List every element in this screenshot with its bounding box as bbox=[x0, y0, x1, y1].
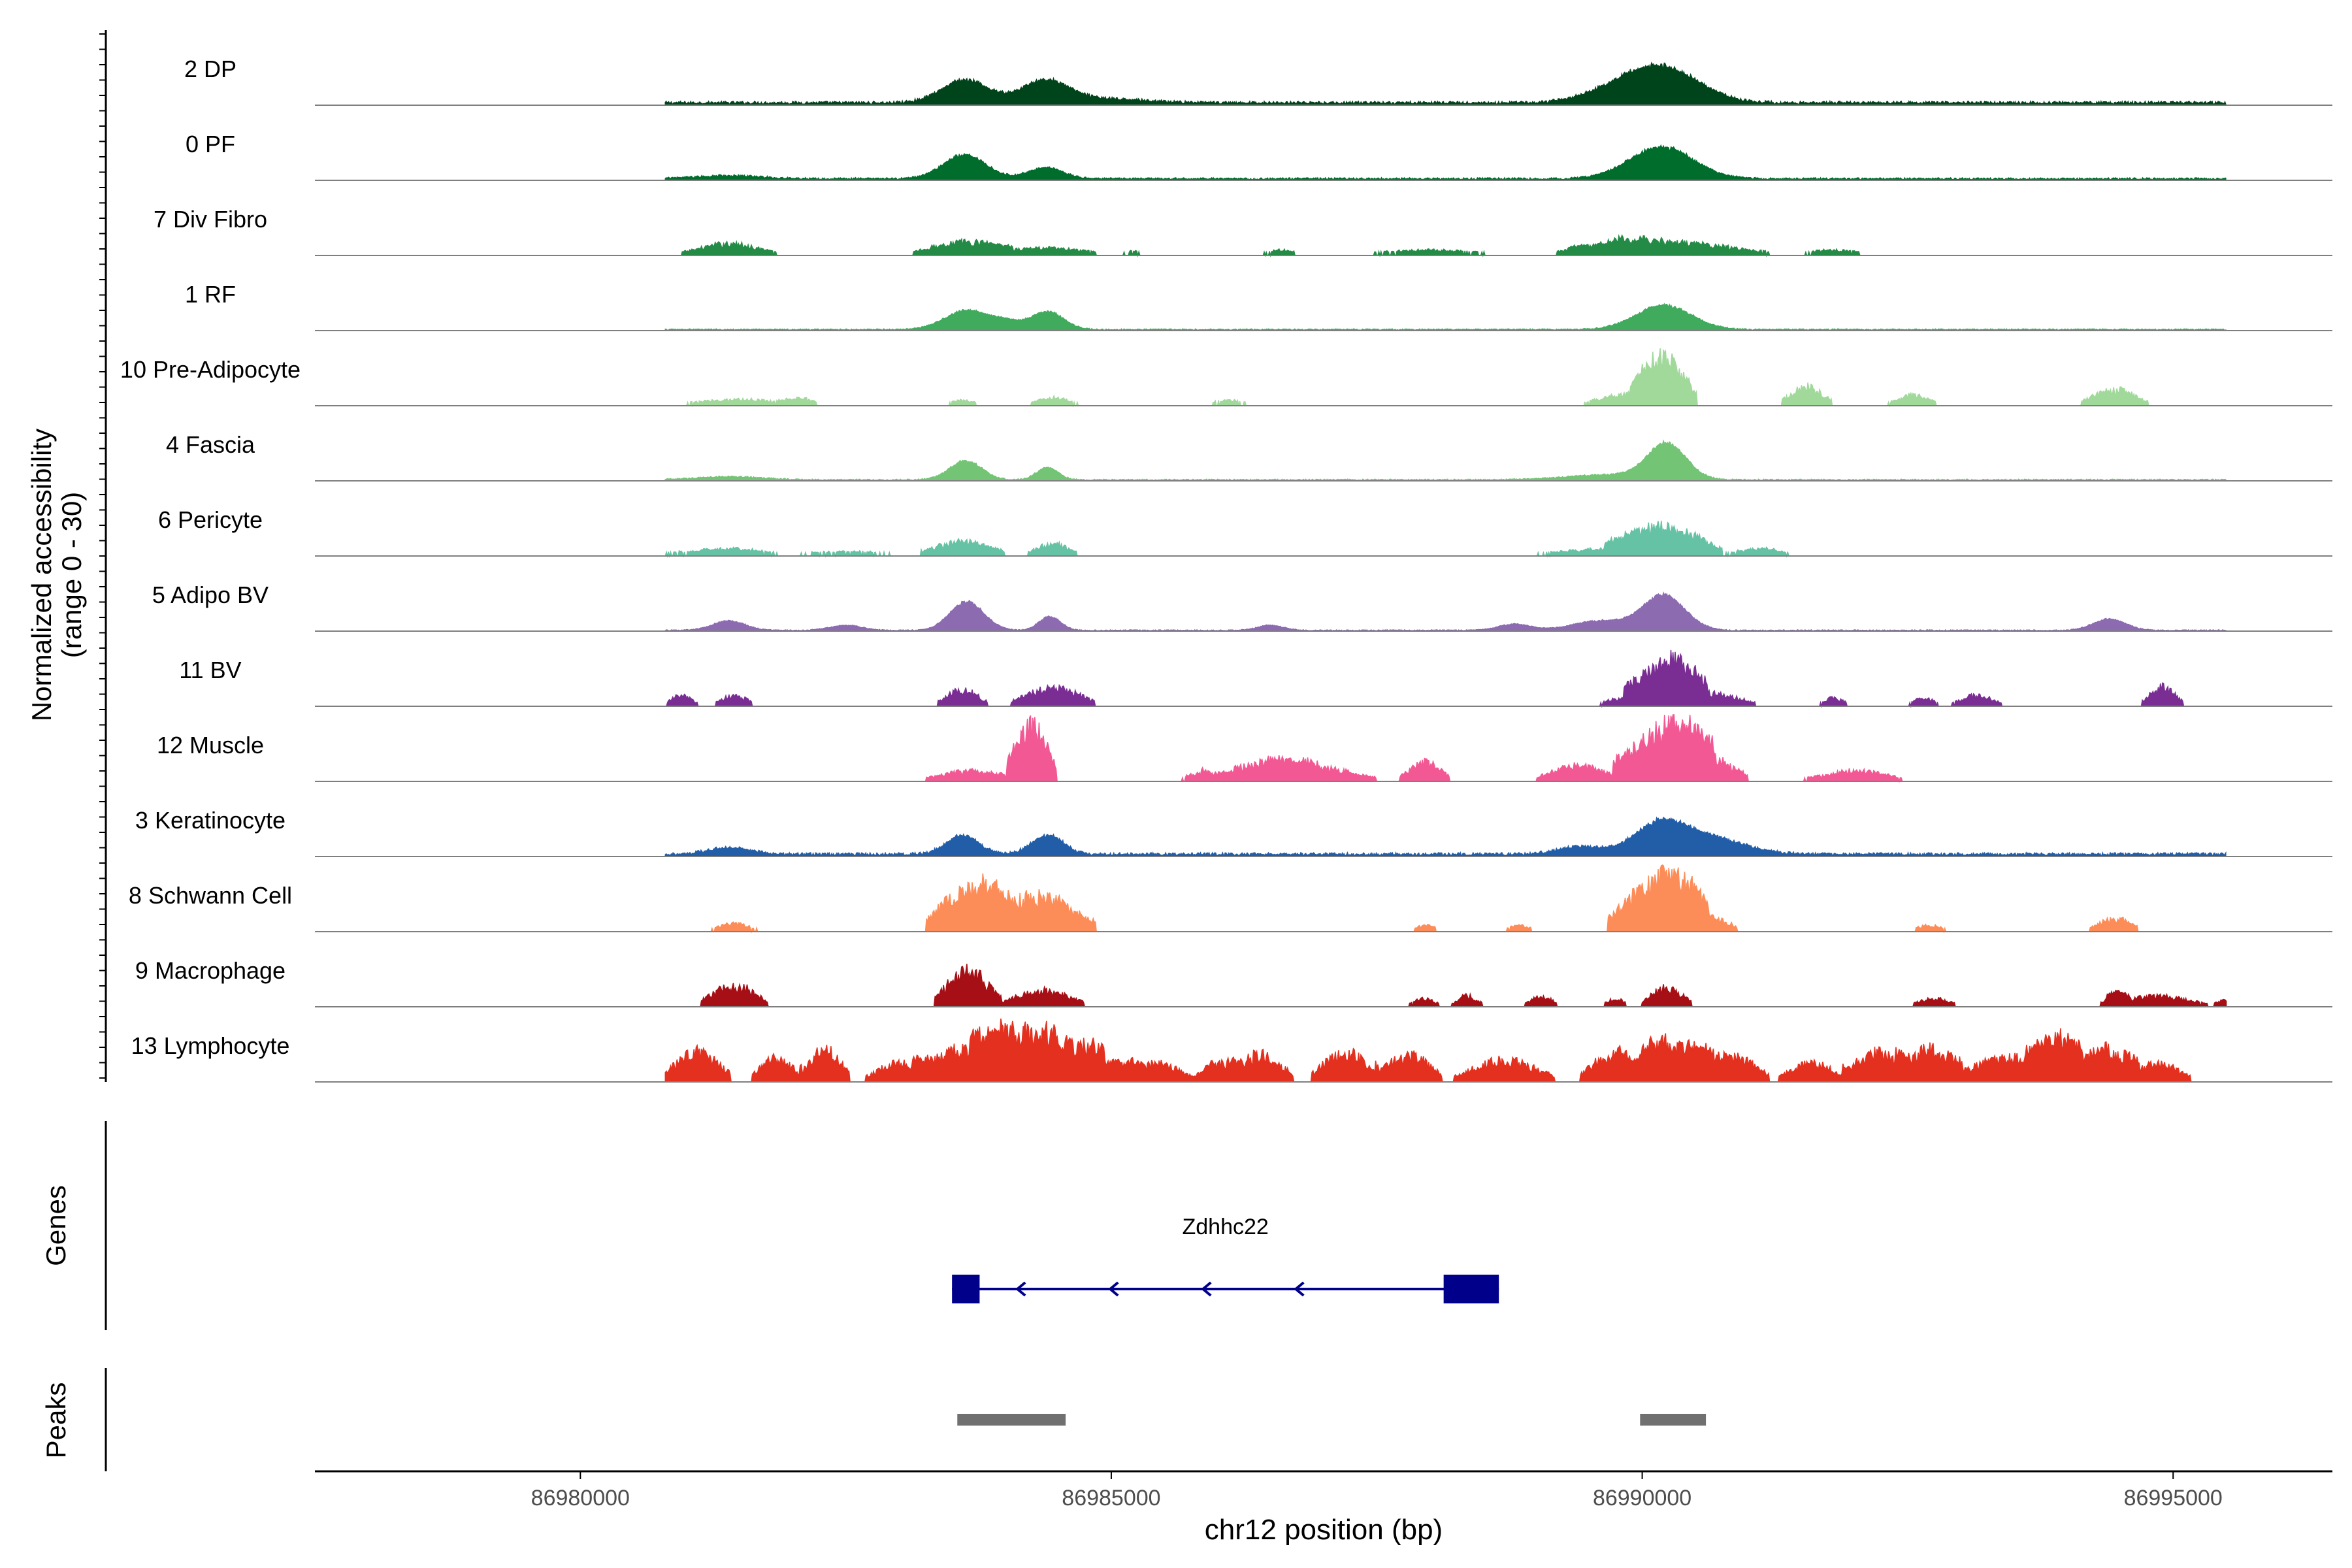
peaks-panel-label: Peaks bbox=[41, 1382, 71, 1459]
track-label: 0 PF bbox=[186, 131, 235, 157]
track-label: 10 Pre-Adipocyte bbox=[120, 356, 301, 383]
track-3: 1 RF bbox=[185, 281, 2332, 331]
gene-name: Zdhhc22 bbox=[1182, 1215, 1268, 1239]
y-axis-title-line1: Normalized accessibility bbox=[26, 429, 57, 721]
track-8: 11 BV bbox=[179, 649, 2332, 708]
track-7: 5 Adipo BV bbox=[152, 581, 2332, 632]
track-11: 8 Schwann Cell bbox=[129, 864, 2332, 934]
x-tick-label: 86995000 bbox=[2124, 1486, 2223, 1511]
track-label: 5 Adipo BV bbox=[152, 581, 269, 608]
coverage-area bbox=[664, 439, 2227, 482]
track-6: 6 Pericyte bbox=[158, 506, 2332, 558]
coverage-y-ticks bbox=[99, 33, 106, 1079]
strand-arrow bbox=[1201, 1281, 1212, 1297]
track-13: 13 Lymphocyte bbox=[131, 1018, 2332, 1083]
track-0: 2 DP bbox=[184, 56, 2332, 106]
track-label: 1 RF bbox=[185, 281, 236, 308]
track-2: 7 Div Fibro bbox=[154, 206, 2332, 257]
track-1: 0 PF bbox=[186, 131, 2332, 181]
strand-arrow bbox=[1015, 1281, 1026, 1297]
x-tick-label: 86980000 bbox=[531, 1486, 630, 1511]
peak-regions bbox=[957, 1414, 1707, 1426]
strand-arrow bbox=[1108, 1281, 1119, 1297]
peak-bar bbox=[957, 1414, 1066, 1426]
track-label: 13 Lymphocyte bbox=[131, 1032, 290, 1059]
gene-annotation: Zdhhc22 bbox=[952, 1215, 1499, 1303]
track-label: 7 Div Fibro bbox=[154, 206, 267, 233]
track-label: 11 BV bbox=[179, 657, 241, 683]
genes-panel-label: Genes bbox=[41, 1185, 71, 1266]
gene-exon bbox=[1443, 1275, 1499, 1303]
track-label: 8 Schwann Cell bbox=[129, 882, 292, 909]
peak-bar bbox=[1640, 1414, 1707, 1426]
x-tick-label: 86990000 bbox=[1593, 1486, 1691, 1511]
coverage-area bbox=[664, 302, 2227, 331]
coverage-area bbox=[664, 144, 2227, 181]
track-9: 12 Muscle bbox=[157, 714, 2332, 783]
track-label: 2 DP bbox=[184, 56, 237, 82]
strand-arrow bbox=[1294, 1281, 1305, 1297]
track-10: 3 Keratinocyte bbox=[135, 807, 2332, 857]
x-axis-ticks: 86980000 86985000 86990000 86995000 bbox=[531, 1471, 2223, 1511]
track-label: 9 Macrophage bbox=[135, 957, 286, 984]
x-axis-title: chr12 position (bp) bbox=[1205, 1514, 1443, 1546]
track-12: 9 Macrophage bbox=[135, 957, 2332, 1007]
track-label: 6 Pericyte bbox=[158, 506, 263, 533]
coverage-area bbox=[664, 816, 2227, 857]
track-label: 12 Muscle bbox=[157, 732, 264, 759]
track-label: 4 Fascia bbox=[166, 431, 255, 458]
coverage-tracks: 2 DP 0 PF 7 Div Fibro 1 RF 10 Pre-Adipocyte 4… bbox=[120, 56, 2332, 1083]
coverage-area bbox=[664, 61, 2227, 106]
track-4: 10 Pre-Adipocyte bbox=[120, 348, 2332, 408]
y-axis-title-line2: (range 0 - 30) bbox=[56, 492, 87, 658]
x-tick-label: 86985000 bbox=[1062, 1486, 1160, 1511]
gene-exon bbox=[952, 1275, 980, 1303]
track-label: 3 Keratinocyte bbox=[135, 807, 286, 834]
track-5: 4 Fascia bbox=[166, 431, 2332, 482]
